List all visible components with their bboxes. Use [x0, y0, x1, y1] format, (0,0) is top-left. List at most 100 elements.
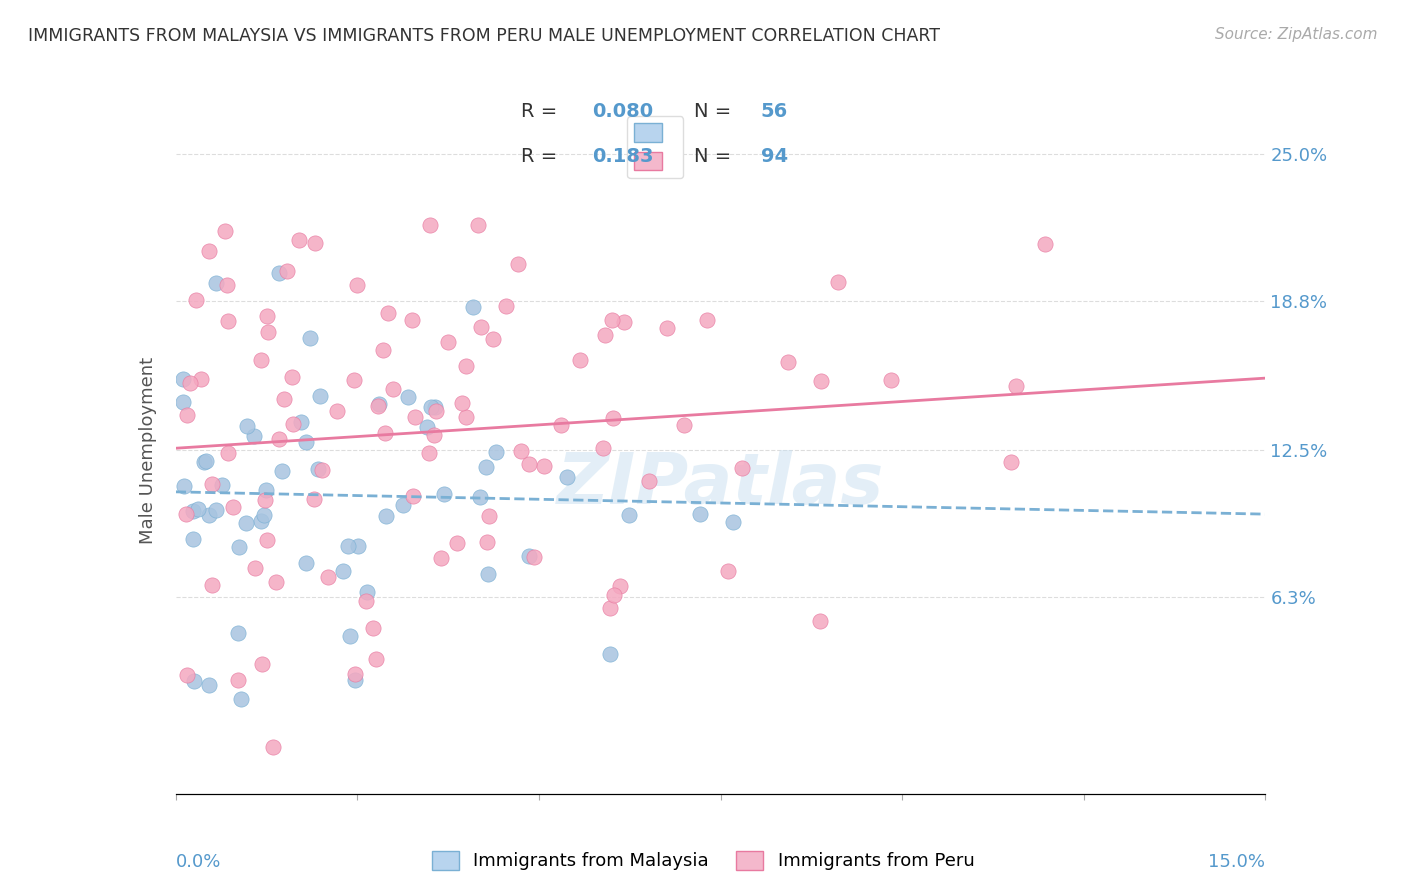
Point	[433, 487, 456, 501]
Point	[347, 539, 370, 553]
Point	[344, 667, 367, 681]
Point	[522, 550, 544, 565]
Point	[172, 394, 194, 409]
Point	[689, 508, 711, 522]
Point	[470, 320, 492, 334]
Legend: , : ,	[627, 116, 683, 178]
Text: 15.0%: 15.0%	[1208, 853, 1265, 871]
Point	[318, 569, 340, 583]
Point	[211, 477, 233, 491]
Point	[419, 219, 441, 233]
Point	[217, 446, 239, 460]
Point	[228, 626, 250, 640]
Point	[194, 454, 217, 468]
Point	[600, 313, 623, 327]
Point	[436, 334, 458, 349]
Point	[425, 401, 447, 415]
Point	[517, 457, 540, 471]
Text: N =: N =	[695, 146, 738, 166]
Point	[304, 235, 326, 250]
Point	[467, 219, 489, 233]
Point	[517, 549, 540, 564]
Point	[613, 316, 636, 330]
Point	[550, 417, 572, 432]
Point	[205, 276, 228, 290]
Point	[311, 462, 333, 476]
Y-axis label: Male Unemployment: Male Unemployment	[139, 357, 157, 544]
Point	[401, 489, 423, 503]
Point	[731, 460, 754, 475]
Point	[201, 477, 224, 491]
Point	[374, 509, 396, 524]
Point	[253, 508, 276, 522]
Point	[198, 508, 221, 522]
Point	[810, 615, 832, 629]
Point	[336, 539, 359, 553]
Point	[592, 441, 614, 455]
Point	[482, 331, 505, 345]
Point	[243, 429, 266, 443]
Point	[696, 312, 718, 326]
Point	[446, 536, 468, 550]
Point	[254, 483, 277, 498]
Point	[236, 418, 259, 433]
Point	[222, 500, 245, 514]
Point	[356, 585, 378, 599]
Point	[339, 629, 361, 643]
Point	[377, 305, 399, 319]
Point	[404, 409, 426, 424]
Point	[1033, 237, 1056, 252]
Point	[187, 502, 209, 516]
Point	[593, 327, 616, 342]
Point	[1005, 379, 1028, 393]
Point	[252, 657, 274, 671]
Point	[485, 445, 508, 459]
Point	[672, 417, 695, 432]
Point	[382, 382, 405, 396]
Text: 0.183: 0.183	[592, 146, 654, 166]
Point	[181, 532, 204, 546]
Point	[602, 411, 624, 425]
Text: 0.080: 0.080	[592, 102, 652, 121]
Point	[418, 446, 440, 460]
Text: 0.0%: 0.0%	[176, 853, 221, 871]
Text: ZIPatlas: ZIPatlas	[557, 450, 884, 519]
Point	[343, 373, 366, 387]
Text: IMMIGRANTS FROM MALAYSIA VS IMMIGRANTS FROM PERU MALE UNEMPLOYMENT CORRELATION C: IMMIGRANTS FROM MALAYSIA VS IMMIGRANTS F…	[28, 27, 941, 45]
Point	[454, 410, 477, 425]
Point	[307, 462, 329, 476]
Point	[461, 300, 484, 314]
Point	[392, 498, 415, 512]
Point	[176, 668, 198, 682]
Point	[619, 508, 641, 522]
Point	[245, 561, 267, 575]
Point	[256, 309, 278, 323]
Point	[235, 516, 257, 530]
Point	[880, 374, 903, 388]
Point	[262, 739, 284, 754]
Point	[810, 375, 832, 389]
Point	[475, 459, 498, 474]
Point	[396, 390, 419, 404]
Point	[569, 353, 592, 368]
Point	[173, 478, 195, 492]
Point	[264, 574, 287, 589]
Point	[717, 564, 740, 578]
Text: R =: R =	[520, 146, 564, 166]
Point	[478, 509, 501, 524]
Point	[401, 313, 423, 327]
Point	[332, 564, 354, 578]
Point	[657, 321, 679, 335]
Point	[510, 444, 533, 458]
Point	[425, 403, 447, 417]
Point	[197, 677, 219, 691]
Point	[276, 264, 298, 278]
Point	[201, 578, 224, 592]
Point	[477, 535, 499, 549]
Text: Source: ZipAtlas.com: Source: ZipAtlas.com	[1215, 27, 1378, 42]
Point	[429, 550, 451, 565]
Point	[555, 469, 578, 483]
Point	[422, 428, 444, 442]
Point	[419, 401, 441, 415]
Point	[308, 389, 330, 403]
